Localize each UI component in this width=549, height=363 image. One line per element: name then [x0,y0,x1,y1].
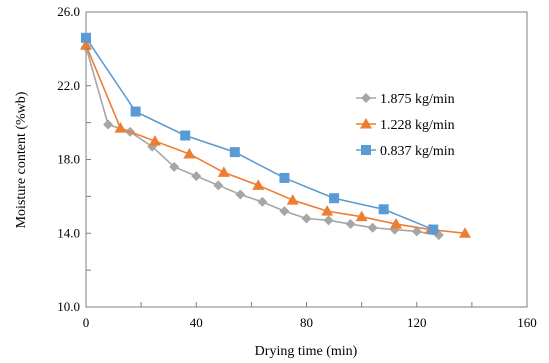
data-point [323,215,334,226]
data-point [148,135,161,146]
data-point [301,213,312,224]
data-point [286,194,299,205]
series-layer [80,32,471,241]
y-tick-label: 14.0 [57,225,80,240]
y-tick-label: 18.0 [57,152,80,167]
data-point [279,172,290,183]
data-point [103,119,114,130]
series-1 [81,42,444,241]
data-point [390,218,403,229]
data-point [279,206,290,217]
legend-label: 1.875 kg/min [380,92,455,107]
legend-label: 1.228 kg/min [380,118,455,133]
series-line [85,44,466,235]
data-point [411,226,422,237]
data-point [217,166,230,177]
data-point [345,219,356,230]
data-point [235,189,246,200]
data-point [378,204,389,215]
data-point [183,147,196,159]
data-point [367,222,378,233]
data-point [213,180,224,191]
legend-item: 0.837 kg/min [356,144,455,159]
data-point [114,122,127,133]
data-point [355,210,368,222]
legend: 1.875 kg/min 1.228 kg/min 0.837 kg/min [356,92,455,159]
data-point [458,227,471,238]
ticks-layer: 10.0 14.0 18.0 22.0 26.0 0 40 80 120 160 [57,4,537,330]
y-axis-title: Moisture content (%wb) [14,91,29,228]
x-tick-label: 40 [190,315,203,330]
legend-marker [360,118,372,129]
data-point [257,196,268,207]
plot-border [85,11,528,308]
x-tick-label: 0 [83,315,90,330]
y-tick-label: 26.0 [57,4,80,19]
legend-item: 1.228 kg/min [356,118,455,133]
series-line [85,37,434,231]
data-point [252,179,265,190]
legend-item: 1.875 kg/min [356,92,455,107]
data-point [428,224,439,235]
y-tick-label: 10.0 [57,299,80,314]
y-tick-label: 22.0 [57,78,80,93]
legend-marker [361,93,371,103]
data-point [321,205,334,216]
x-tick-label: 160 [517,315,537,330]
data-point [80,39,92,50]
data-point [329,193,340,204]
series-3 [81,32,439,235]
legend-marker [361,145,371,155]
x-tick-label: 120 [407,315,427,330]
x-tick-label: 80 [300,315,313,330]
data-point [130,106,141,117]
data-point [180,130,191,141]
data-point [81,32,91,43]
legend-label: 0.837 kg/min [380,144,455,159]
series-2 [80,39,471,238]
data-point [169,161,180,172]
data-point [191,171,202,182]
plot-area [85,11,528,308]
x-axis-title: Drying time (min) [255,344,358,359]
data-point [229,147,240,158]
